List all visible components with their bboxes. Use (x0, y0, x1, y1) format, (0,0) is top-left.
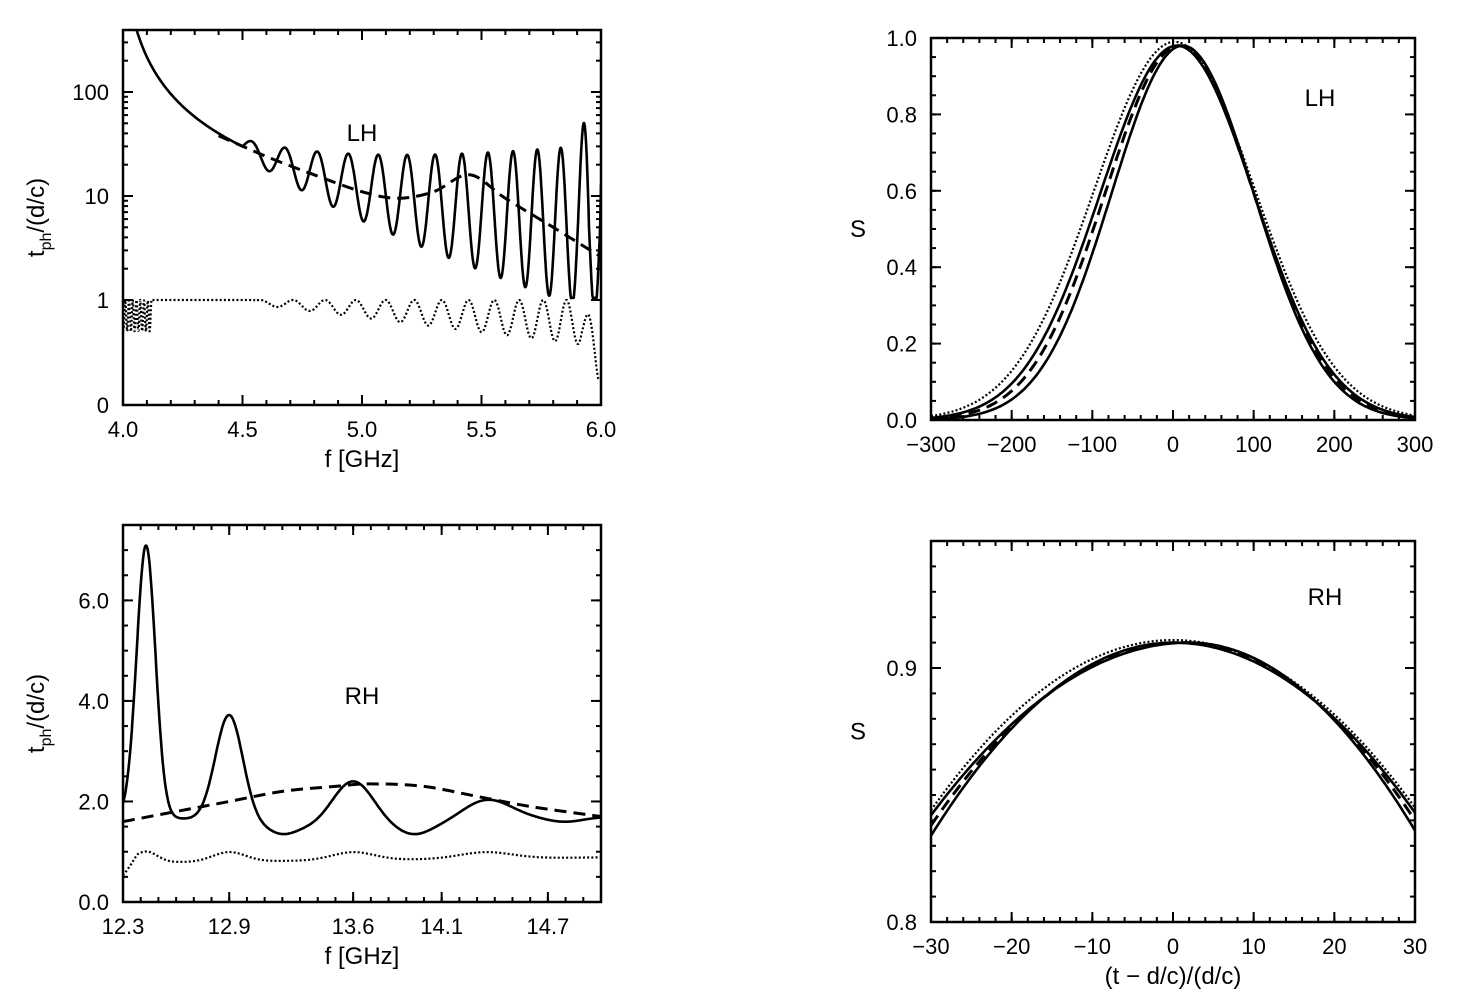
x-tick-label: 4.5 (227, 417, 258, 442)
y-axis-label: S (850, 216, 866, 243)
y-tick-label: 0.0 (78, 890, 109, 915)
x-tick-label: −100 (1068, 432, 1118, 457)
y-tick-label: 0.4 (886, 255, 917, 280)
y-axis-label: S (850, 719, 866, 746)
series-group (123, 544, 601, 877)
y-tick-label: 1.0 (886, 26, 917, 51)
x-tick-label: −300 (906, 432, 956, 457)
x-tick-label: 100 (1235, 432, 1272, 457)
x-tick-label: 10 (1241, 934, 1265, 959)
chart-lh-tph: 4.0 4.5 5.0 5.5 6.0 0 1 10 100 LH f [GHz] tph/(d/c) (23, 28, 617, 473)
y-tick-label: 0.8 (886, 910, 917, 935)
series-solid-line (135, 30, 601, 300)
chart-rh-tph: 12.3 12.9 13.6 14.1 14.7 0.0 2.0 4.0 6.0 RH f [GHz… (23, 523, 603, 970)
x-tick-label: 300 (1397, 432, 1434, 457)
x-tick-label: 5.0 (347, 417, 378, 442)
x-tick-label: 4.0 (108, 417, 139, 442)
series-dotted-line (123, 850, 601, 877)
series-dashed-line-1 (931, 44, 1415, 420)
plot-frame (929, 36, 1417, 422)
x-tick-label: 20 (1322, 934, 1346, 959)
panel-label: LH (1305, 85, 1336, 112)
series-solid-line-0 (931, 641, 1415, 837)
y-tick-label: 10 (85, 184, 109, 209)
series-solid-line (123, 544, 601, 836)
series-solid-line-0 (931, 44, 1415, 420)
y-axis-label: tph/(d/c) (23, 674, 55, 753)
series-dashed-line (217, 134, 601, 259)
plot-frame (121, 523, 603, 904)
y-tick-label: 4.0 (78, 689, 109, 714)
x-axis-label: (t − d/c)/(d/c) (1105, 963, 1242, 990)
x-tick-label: 13.6 (332, 914, 375, 939)
y-tick-label: 0.0 (886, 408, 917, 433)
y-tick-label: 0 (97, 393, 109, 418)
x-axis-label: f [GHz] (325, 446, 400, 473)
x-tick-label: −200 (987, 432, 1037, 457)
series-group (931, 638, 1415, 837)
y-tick-label: 100 (72, 80, 109, 105)
y-tick-label: 0.2 (886, 332, 917, 357)
x-tick-label: 14.1 (420, 914, 463, 939)
x-tick-label: 12.3 (102, 914, 145, 939)
series-solid-line-2 (931, 641, 1415, 832)
x-tick-label: 0 (1167, 432, 1179, 457)
panel-label: RH (1308, 584, 1343, 611)
x-tick-label: −10 (1074, 934, 1111, 959)
y-tick-label: 2.0 (78, 789, 109, 814)
panel-label: LH (347, 120, 378, 147)
x-tick-label: 6.0 (586, 417, 617, 442)
chart-rh-s: −30 −20 −10 0 10 20 30 0.8 0.9 RH S (t − d/c)/(d/c) (850, 539, 1427, 990)
series-dashed-line (123, 782, 601, 824)
x-tick-label: 200 (1316, 432, 1353, 457)
series-dotted-line-3 (931, 40, 1415, 418)
x-tick-label: −20 (993, 934, 1030, 959)
x-tick-label: 30 (1403, 934, 1427, 959)
series-dotted-line (123, 298, 601, 381)
x-tick-label: 14.7 (526, 914, 569, 939)
y-tick-label: 6.0 (78, 588, 109, 613)
series-group (123, 30, 601, 381)
y-tick-label: 0.6 (886, 179, 917, 204)
x-tick-label: 12.9 (208, 914, 251, 939)
y-tick-label: 0.9 (886, 656, 917, 681)
y-tick-label: 1 (97, 288, 109, 313)
x-tick-label: −30 (912, 934, 949, 959)
y-axis-label: tph/(d/c) (23, 178, 55, 257)
chart-lh-s: −300 −200 −100 0 100 200 300 0.0 0.2 0.4 0.6 0.8 1.0… (850, 26, 1433, 457)
x-tick-label: 0 (1167, 934, 1179, 959)
panel-label: RH (345, 683, 380, 710)
x-tick-label: 5.5 (466, 417, 497, 442)
series-dashed-line-1 (931, 641, 1415, 827)
series-solid-line-2 (931, 44, 1415, 420)
series-group (931, 40, 1415, 420)
x-axis-label: f [GHz] (325, 943, 400, 970)
y-tick-label: 0.8 (886, 102, 917, 127)
series-dotted-line-3 (931, 638, 1415, 811)
